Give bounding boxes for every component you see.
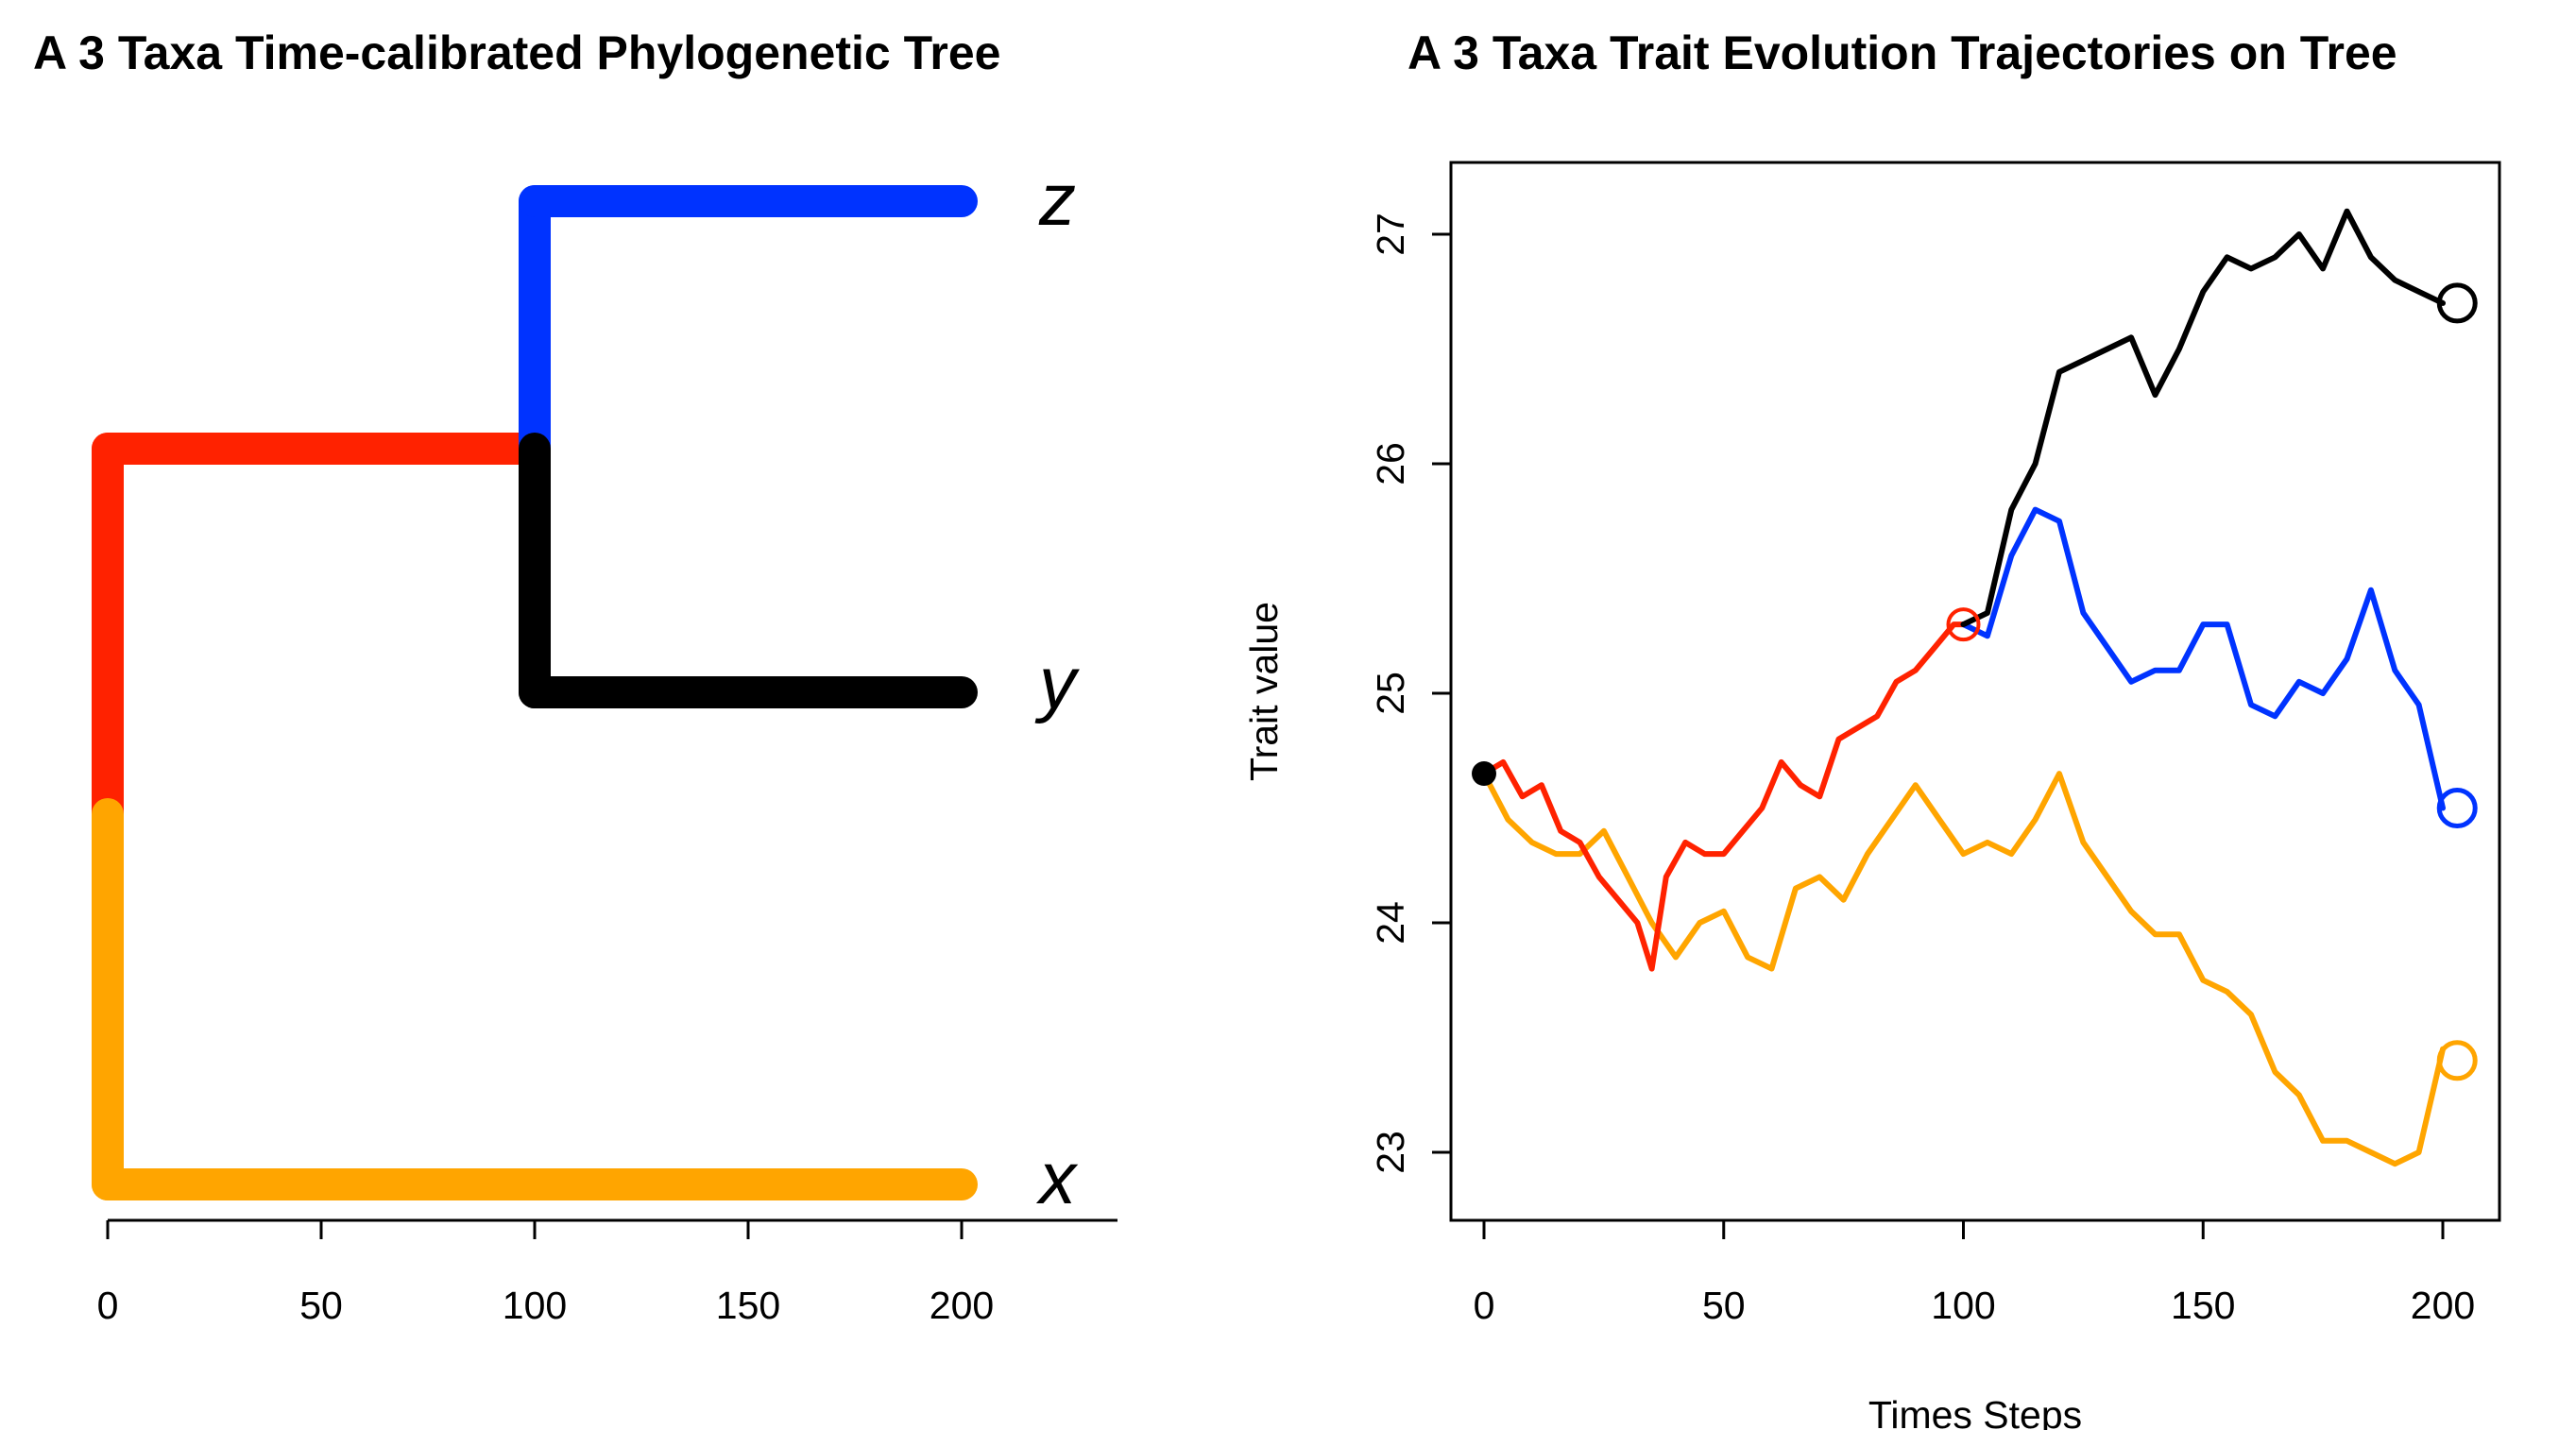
trait-markers-group [1472, 282, 2478, 1081]
series-line-x [1481, 771, 2446, 1167]
trait-y-tick-label: 23 [1369, 1131, 1412, 1174]
tree-x-tick-label: 0 [97, 1284, 119, 1327]
series-line-y [1960, 208, 2446, 628]
trait-y-tick-label: 26 [1369, 442, 1412, 485]
trait-x-tick-label: 50 [1702, 1284, 1746, 1327]
taxon-label-x: x [1035, 1136, 1079, 1219]
trait-x-ticks: 0 50 100 150 200 [1474, 1218, 2475, 1327]
split-point-marker [1946, 607, 1981, 642]
tree-x-ticks: 0 50 100 150 200 [97, 1220, 994, 1327]
tree-title: A 3 Taxa Time-calibrated Phylogenetic Tr… [33, 26, 1000, 79]
tree-x-tick-label: 50 [299, 1284, 343, 1327]
start-point-marker [1472, 761, 1496, 787]
trait-title: A 3 Taxa Trait Evolution Trajectories on… [1407, 26, 2397, 79]
tree-chart: A 3 Taxa Time-calibrated Phylogenetic Tr… [33, 26, 1117, 1327]
series-line-z [1960, 506, 2446, 811]
tree-x-tick-label: 100 [503, 1284, 567, 1327]
taxon-label-z: z [1038, 158, 1076, 241]
trait-x-tick-label: 0 [1474, 1284, 1495, 1327]
tree-x-tick-label: 150 [716, 1284, 780, 1327]
tree-branches [92, 185, 978, 1200]
end-marker-y [2436, 282, 2478, 324]
plot-frame [1449, 161, 2501, 1222]
trait-chart: A 3 Taxa Trait Evolution Trajectories on… [1242, 26, 2501, 1430]
x-axis-label: Times Steps [1868, 1393, 2082, 1430]
taxon-label-y: y [1034, 641, 1080, 724]
trait-y-tick-label: 25 [1369, 672, 1412, 715]
y-axis-label: Trait value [1242, 602, 1286, 781]
trait-y-ticks: 23 24 25 26 27 [1369, 213, 1453, 1174]
trait-series-group [1481, 208, 2446, 1167]
series-line-ancestral [1481, 621, 1967, 972]
trait-y-tick-label: 24 [1369, 901, 1412, 945]
end-marker-x [2436, 1040, 2478, 1081]
trait-y-tick-label: 27 [1369, 213, 1412, 256]
trait-x-tick-label: 150 [2171, 1284, 2235, 1327]
trait-x-tick-label: 100 [1931, 1284, 1995, 1327]
end-marker-z [2436, 788, 2478, 828]
trait-x-tick-label: 200 [2411, 1284, 2475, 1327]
tree-x-tick-label: 200 [930, 1284, 994, 1327]
